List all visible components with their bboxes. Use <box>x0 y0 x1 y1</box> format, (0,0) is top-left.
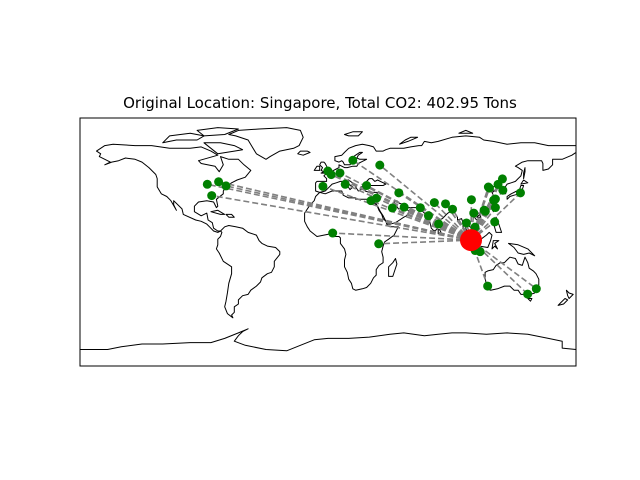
destination-marker <box>490 203 500 213</box>
route-line <box>378 239 472 245</box>
destination-marker <box>466 195 476 205</box>
destination-marker <box>515 188 525 198</box>
route-line <box>428 214 472 241</box>
destination-marker <box>375 160 385 170</box>
destination-marker <box>469 208 479 218</box>
destination-marker <box>221 181 231 191</box>
destination-marker <box>461 218 471 228</box>
route-line <box>470 199 495 241</box>
destination-marker <box>489 195 499 205</box>
new-zealand-south-coast <box>557 298 569 306</box>
destination-marker <box>374 239 384 249</box>
ellesmere-coast <box>196 127 239 137</box>
route-line <box>322 185 472 241</box>
iceland-coast <box>297 150 311 156</box>
eurasia-coast <box>304 135 577 291</box>
route-line <box>218 181 472 241</box>
route-line <box>470 192 522 241</box>
madagascar-coast <box>388 258 398 277</box>
destination-marker <box>434 219 444 229</box>
destination-marker <box>207 191 217 201</box>
destination-marker <box>335 168 345 178</box>
route-line <box>379 164 472 241</box>
destination-marker <box>394 188 404 198</box>
destination-marker <box>328 228 338 238</box>
destination-marker <box>371 193 381 203</box>
destination-marker <box>348 155 358 165</box>
novaya-zemlya-coast <box>399 136 419 145</box>
cuba-coast <box>210 209 226 215</box>
destination-marker <box>362 181 372 191</box>
north-america-coast <box>96 143 252 233</box>
destination-markers <box>202 155 541 299</box>
australia-coast <box>484 256 540 295</box>
borneo-coast <box>477 231 493 248</box>
tasmania-coast <box>527 298 533 302</box>
hainan-coast <box>476 213 482 218</box>
new-zealand-north-coast <box>565 289 574 299</box>
route-lines <box>207 159 537 295</box>
svalbard-coast <box>344 131 363 137</box>
route-line <box>451 208 472 241</box>
japan-coast <box>506 185 525 200</box>
route-line <box>211 194 472 241</box>
destination-marker <box>448 204 458 214</box>
origin-marker <box>460 229 483 252</box>
route-line <box>332 232 472 241</box>
destination-marker <box>214 177 224 187</box>
destination-marker <box>531 284 541 294</box>
severnaya-coast <box>458 129 474 134</box>
destination-marker <box>484 183 494 193</box>
destination-marker <box>318 181 328 191</box>
greenland-coast <box>228 127 304 160</box>
destination-marker <box>387 203 397 213</box>
destination-marker <box>429 198 439 208</box>
destination-marker <box>497 174 507 184</box>
arctic-islands-coast <box>162 132 205 144</box>
route-line <box>438 223 472 241</box>
destination-marker <box>475 247 485 257</box>
baffin-coast <box>203 142 244 155</box>
hokkaido-coast <box>520 179 529 185</box>
destination-marker <box>479 205 489 215</box>
south-america-coast <box>215 225 281 319</box>
hispaniola-coast <box>225 213 235 218</box>
destination-marker <box>399 202 409 212</box>
destination-marker <box>202 179 212 189</box>
route-line <box>392 207 472 241</box>
destination-marker <box>326 170 336 180</box>
origin-marker-layer <box>460 229 483 252</box>
route-line <box>470 207 497 241</box>
map-frame <box>79 117 577 367</box>
destination-marker <box>483 281 493 291</box>
ireland-coast <box>313 165 321 171</box>
antarctica-coast <box>79 328 577 358</box>
destination-marker <box>423 211 433 221</box>
sulawesi-coast <box>491 240 500 250</box>
destination-marker <box>415 203 425 213</box>
map-title: Original Location: Singapore, Total CO2:… <box>123 94 517 112</box>
coastlines <box>79 127 577 358</box>
route-line <box>225 185 472 241</box>
sakhalin-coast <box>523 167 526 180</box>
destination-marker <box>490 217 500 227</box>
destination-marker <box>340 179 350 189</box>
map-area <box>79 127 577 358</box>
destination-marker <box>441 199 451 209</box>
destination-marker <box>523 289 533 299</box>
new-guinea-coast <box>508 242 536 257</box>
route-line <box>470 239 489 287</box>
